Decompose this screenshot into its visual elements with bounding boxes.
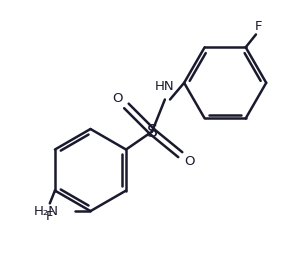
Text: F: F	[255, 20, 262, 33]
Text: O: O	[112, 92, 123, 105]
Text: H₂N: H₂N	[33, 205, 58, 217]
Text: S: S	[146, 123, 157, 141]
Text: O: O	[184, 155, 195, 167]
Text: HN: HN	[155, 80, 175, 93]
Text: F: F	[46, 210, 54, 223]
